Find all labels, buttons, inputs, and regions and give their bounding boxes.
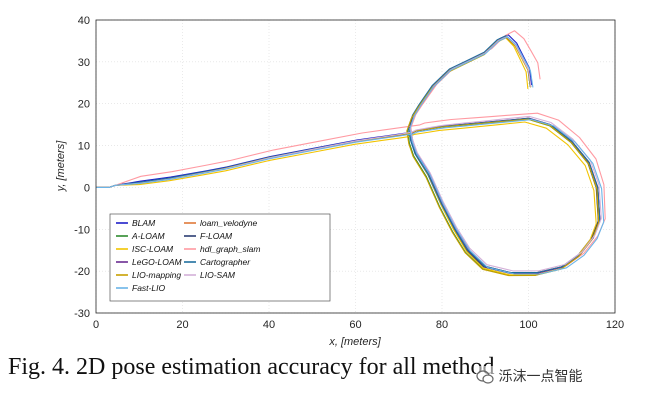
legend-label: loam_velodyne: [200, 218, 257, 228]
legend-label: Fast-LIO: [132, 283, 165, 293]
plot-frame: [95, 19, 616, 314]
x-tick-label: 80: [436, 319, 448, 331]
series-group: [96, 30, 606, 277]
legend: BLAM loam_velodyne A-LOAM F-LOAM ISC-LOAM hdl…: [109, 213, 331, 302]
legend-label: BLAM: [132, 218, 156, 228]
legend-label: A-LOAM: [131, 231, 166, 241]
figure-caption: Fig. 4. 2D pose estimation accuracy for …: [8, 354, 495, 380]
legend-label: ISC-LOAM: [132, 244, 174, 254]
x-tick-label: 20: [176, 319, 188, 331]
x-tick-label: 120: [606, 319, 624, 331]
legend-label: LIO-SAM: [200, 270, 236, 280]
x-axis-label: x, [meters]: [328, 336, 381, 348]
tick-labels: 0 20 40 60 80 100 120 -30 -20 -10 0 10 20 30 40: [74, 15, 624, 331]
x-tick-label: 60: [349, 319, 361, 331]
y-tick-label: 0: [84, 182, 90, 194]
legend-label: Cartographer: [200, 257, 251, 267]
legend-box: [109, 213, 331, 302]
y-tick-label: 40: [78, 15, 90, 27]
legend-label: LeGO-LOAM: [132, 257, 183, 267]
y-tick-label: -20: [74, 266, 90, 278]
watermark-text: 泺沫一点智能: [498, 369, 583, 385]
y-tick-label: -10: [74, 224, 90, 236]
series-line-fast-lio: [96, 36, 605, 275]
legend-label: LIO-mapping: [132, 270, 181, 280]
wechat-icon: [476, 370, 494, 384]
y-tick-label: 30: [78, 57, 90, 69]
x-tick-label: 100: [519, 319, 537, 331]
y-tick-label: -30: [74, 308, 90, 320]
watermark: 泺沫一点智能: [476, 366, 583, 386]
x-tick-label: 0: [93, 319, 99, 331]
legend-label: F-LOAM: [200, 231, 233, 241]
y-tick-label: 10: [78, 141, 90, 153]
legend-label: hdl_graph_slam: [200, 244, 260, 254]
y-axis-label: y, [meters]: [55, 140, 67, 192]
trajectory-chart: 0 20 40 60 80 100 120 -30 -20 -10 0 10 20 30 40 x, [me…: [55, 15, 624, 348]
y-tick-label: 20: [78, 99, 90, 111]
x-tick-label: 40: [263, 319, 275, 331]
